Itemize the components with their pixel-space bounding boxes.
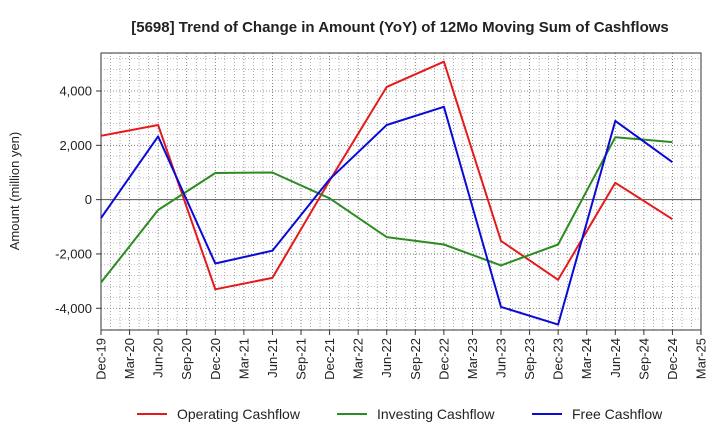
x-tick-label: Jun-23 [494, 338, 509, 378]
series-line-operating-cashflow [100, 60, 673, 291]
legend-item-operating-cashflow: Operating Cashflow [137, 406, 301, 422]
x-tick-label: Sep-21 [294, 338, 309, 380]
x-tick-label: Sep-22 [408, 338, 423, 380]
y-axis-label: Amount (million yen) [7, 132, 22, 251]
x-tick-label: Mar-20 [122, 338, 137, 379]
x-tick-label: Dec-19 [94, 338, 109, 380]
y-tick-label: -2,000 [55, 246, 92, 261]
chart-title: [5698] Trend of Change in Amount (YoY) o… [131, 19, 669, 36]
legend: Operating Cashflow Investing Cashflow Free… [137, 406, 663, 422]
x-tick-label: Dec-23 [551, 338, 566, 380]
y-tick-label: 2,000 [59, 138, 92, 153]
legend-item-free-cashflow: Free Cashflow [532, 406, 663, 422]
x-tick-label: Dec-24 [665, 338, 680, 380]
y-tick-label: 4,000 [59, 84, 92, 99]
axes: 4,000 2,000 0 -2,000 -4,000 Dec-19 Mar-20 Jun-2… [55, 52, 709, 380]
x-tick-label: Jun-20 [151, 338, 166, 378]
x-tick-label: Sep-24 [636, 338, 651, 380]
legend-label: Operating Cashflow [177, 406, 301, 422]
series-line-free-cashflow [100, 105, 673, 326]
plot-frame [100, 52, 702, 331]
x-tick-label: Jun-24 [608, 338, 623, 378]
y-tick-label: 0 [85, 192, 92, 207]
x-tick-label: Dec-21 [322, 338, 337, 380]
x-tick-label: Sep-20 [179, 338, 194, 380]
x-tick-label: Jun-22 [379, 338, 394, 378]
y-tick-label: -4,000 [55, 301, 92, 316]
legend-label: Investing Cashflow [377, 406, 495, 422]
legend-label: Free Cashflow [572, 406, 663, 422]
x-tick-label: Mar-23 [465, 338, 480, 379]
series-lines [100, 60, 673, 326]
legend-item-investing-cashflow: Investing Cashflow [337, 406, 495, 422]
x-tick-label: Mar-25 [694, 338, 709, 379]
x-tick-label: Mar-21 [236, 338, 251, 379]
x-tick-label: Dec-22 [436, 338, 451, 380]
x-tick-label: Mar-24 [579, 338, 594, 379]
series-line-investing-cashflow [100, 136, 673, 284]
x-tick-label: Mar-22 [351, 338, 366, 379]
x-tick-label: Sep-23 [522, 338, 537, 380]
x-tick-label: Dec-20 [208, 338, 223, 380]
x-tick-label: Jun-21 [265, 338, 280, 378]
